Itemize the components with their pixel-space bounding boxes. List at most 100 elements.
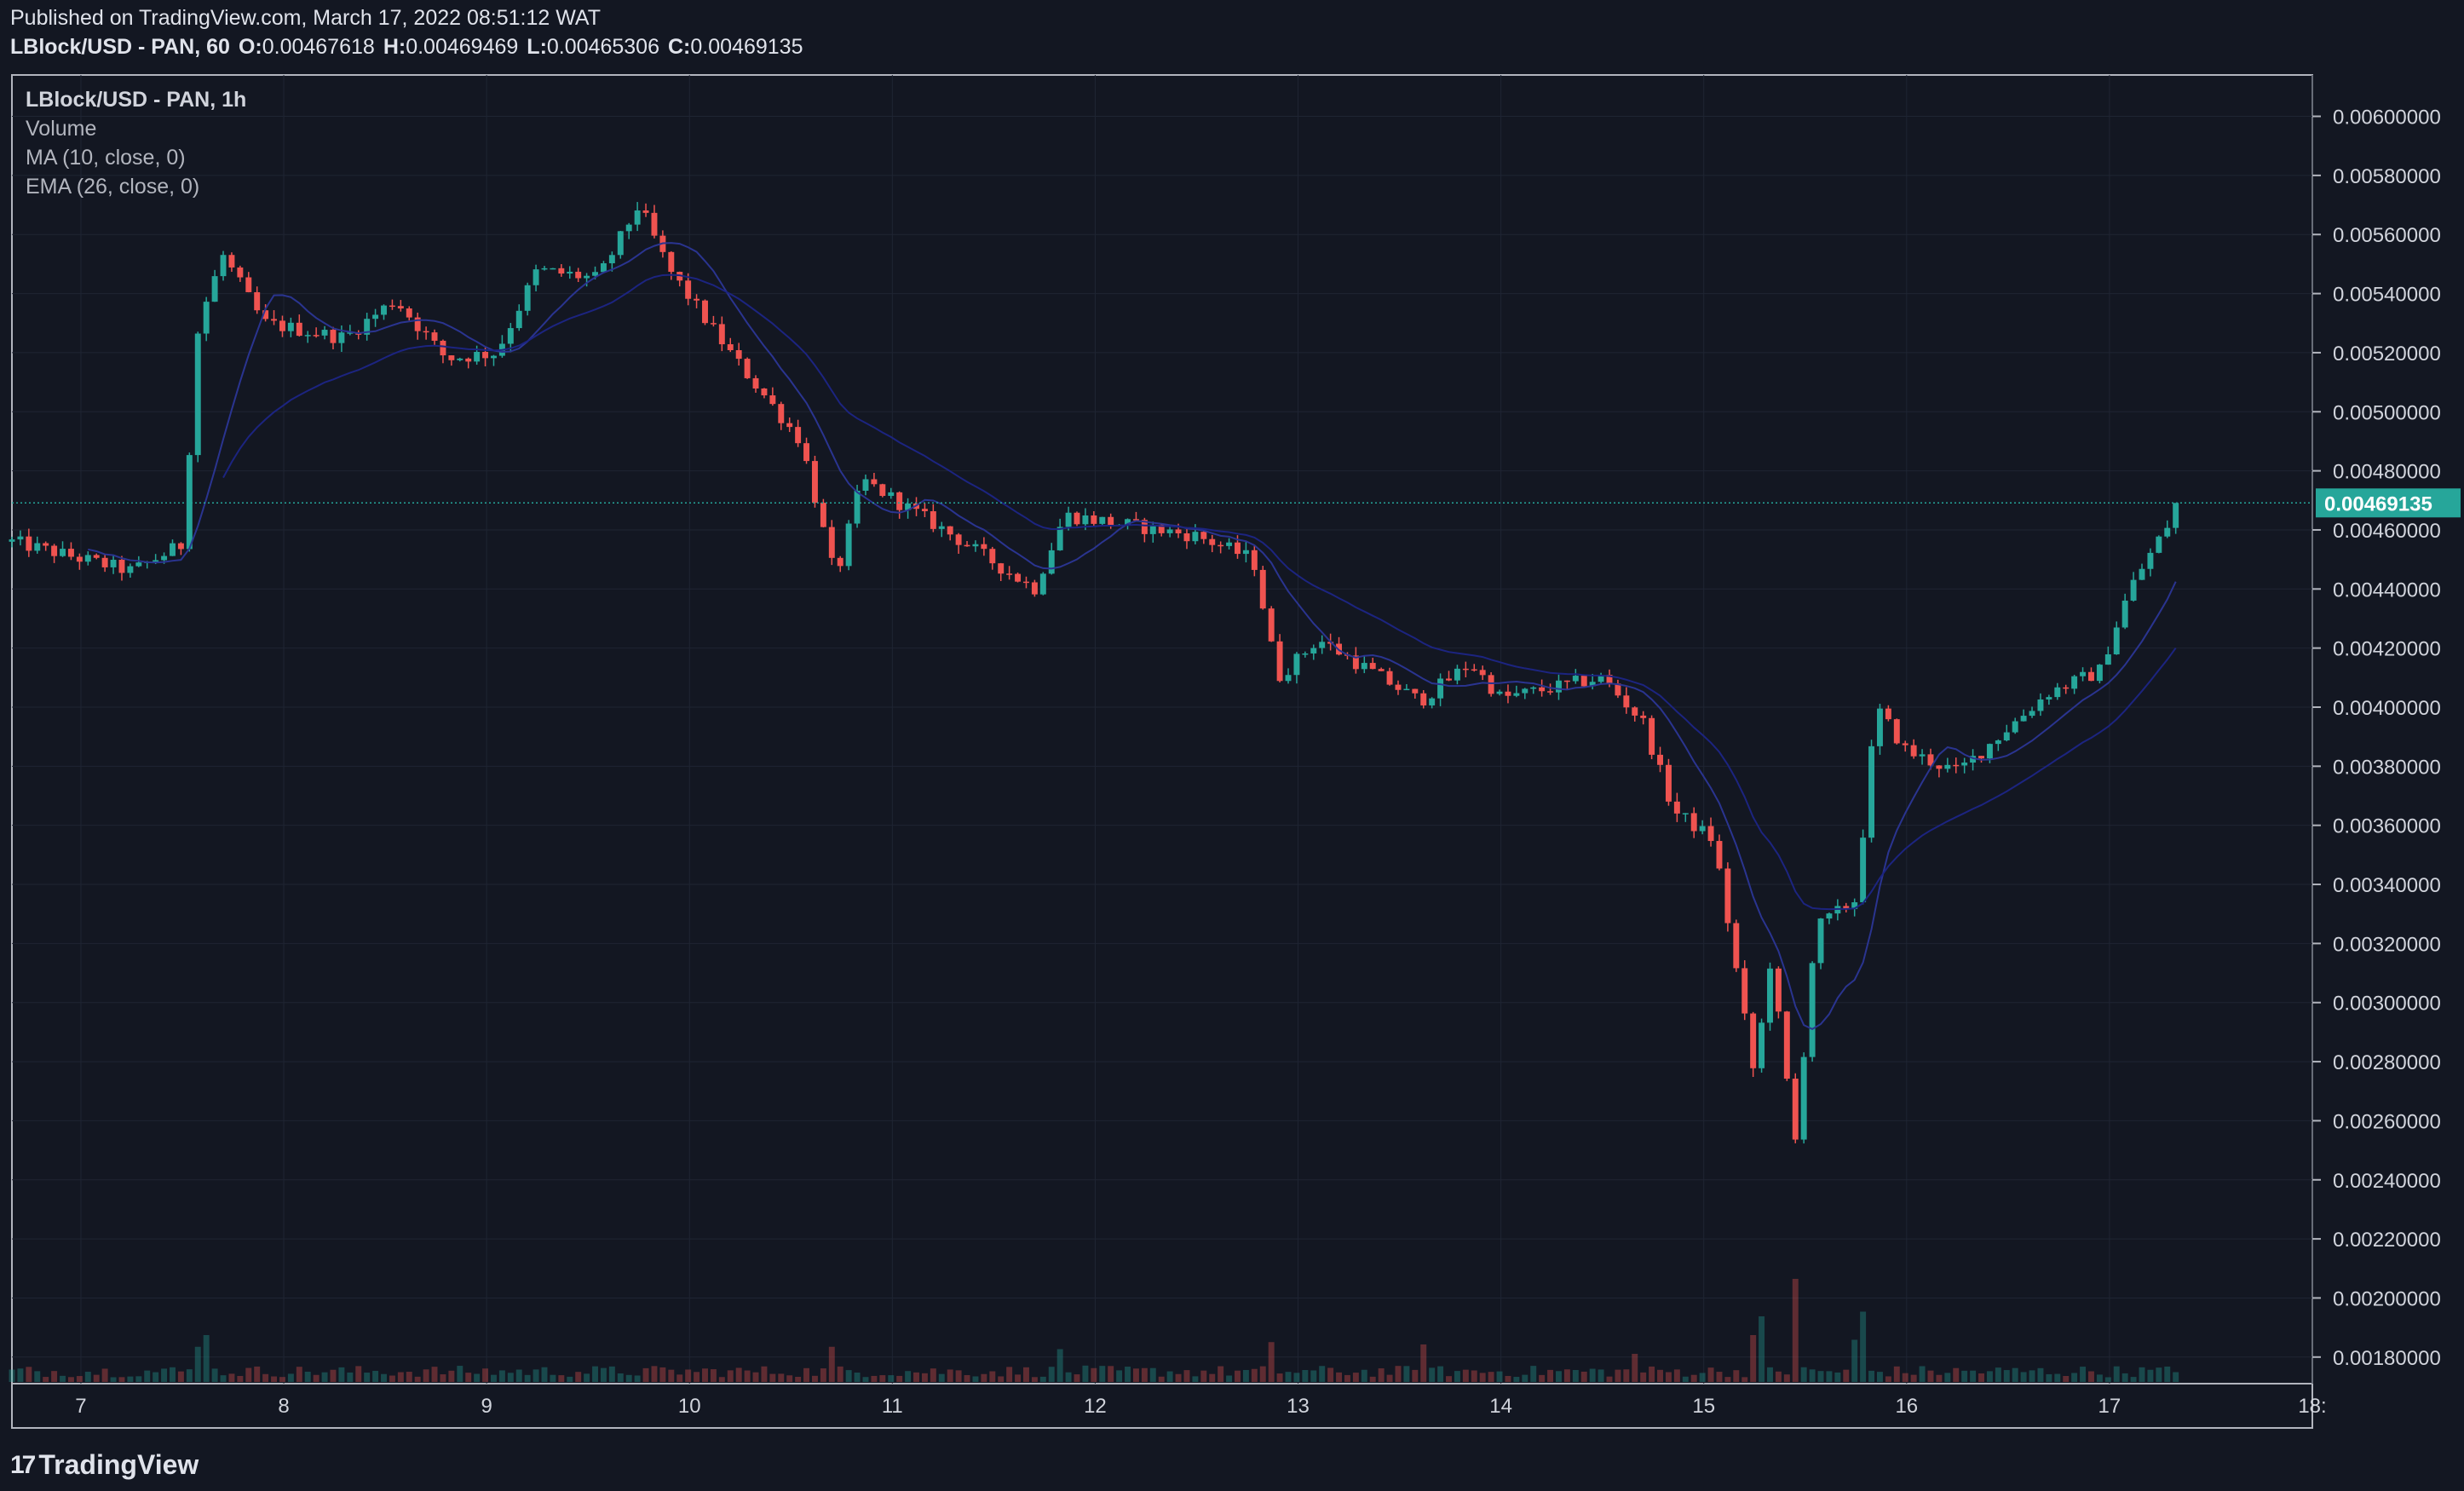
candle-body [1125, 519, 1131, 525]
candle-body [482, 352, 489, 359]
candle-body [76, 556, 83, 562]
candle-body [2012, 721, 2018, 733]
volume-bar [694, 1372, 700, 1382]
price-tick-label: 0.00240000 [2333, 1170, 2441, 1193]
volume-bar [524, 1374, 531, 1382]
candle-body [211, 276, 218, 302]
time-tick-label: 18: [2298, 1395, 2326, 1418]
volume-bar [1369, 1376, 1376, 1382]
volume-bar [2113, 1366, 2120, 1382]
candle-body [567, 271, 573, 274]
volume-bar [854, 1373, 861, 1382]
candle-body [228, 255, 235, 268]
volume-bar [153, 1372, 159, 1382]
candle-body [1800, 1056, 1807, 1140]
candle-body [668, 251, 675, 273]
candle-body [474, 352, 481, 362]
candle-body [1200, 532, 1207, 539]
volume-bar [1235, 1370, 1241, 1382]
candle-body [1682, 813, 1689, 815]
volume-bar [515, 1369, 522, 1382]
volume-bar [1707, 1367, 1714, 1382]
volume-bar [93, 1374, 100, 1382]
candle-body [837, 557, 843, 567]
volume-bar [279, 1377, 285, 1382]
volume-bar [1978, 1373, 1984, 1382]
volume-bar [1082, 1365, 1089, 1382]
candle-body [2046, 697, 2052, 699]
candle-body [406, 308, 412, 318]
candle-body [608, 255, 615, 264]
volume-bar [1175, 1373, 1182, 1382]
candle-body [1268, 608, 1275, 642]
candle-body [279, 320, 285, 331]
candle-body [2063, 687, 2070, 689]
volume-bar [1673, 1369, 1680, 1382]
candle-body [43, 543, 49, 546]
ohlc-line: LBlock/USD - PAN, 60 O:0.00467618 H:0.0046… [10, 32, 811, 61]
price-tick-label: 0.00340000 [2333, 874, 2441, 897]
candle-body [1513, 693, 1520, 696]
candle-body [1386, 671, 1393, 685]
volume-bar [321, 1372, 328, 1382]
volume-bar [1488, 1372, 1494, 1382]
volume-bar [1876, 1372, 1883, 1382]
volume-bar [676, 1374, 683, 1382]
volume-bar [1395, 1366, 1402, 1382]
legend-ema[interactable]: EMA (26, close, 0) [26, 175, 200, 199]
legend-volume[interactable]: Volume [26, 117, 97, 141]
volume-bar [1885, 1376, 1891, 1382]
candle-body [389, 305, 395, 308]
volume-bar [2088, 1371, 2094, 1382]
tradingview-brand[interactable]: 17 TradingView [10, 1449, 199, 1481]
volume-bar [1479, 1373, 1486, 1382]
volume-bar [1936, 1374, 1943, 1382]
candle-body [1792, 1079, 1799, 1140]
volume-bar [1649, 1366, 1655, 1382]
volume-bar [2139, 1367, 2145, 1382]
volume-bar [1420, 1344, 1427, 1382]
candle-body [67, 549, 74, 557]
candle-body [524, 285, 531, 311]
candle-body [1082, 515, 1089, 525]
price-tick-label: 0.00220000 [2333, 1229, 2441, 1252]
volume-bar [1902, 1373, 1908, 1382]
candle-body [541, 268, 548, 270]
candle-body [1479, 670, 1486, 676]
volume-bar [795, 1376, 802, 1382]
volume-bar [710, 1369, 717, 1382]
volume-bar [879, 1375, 886, 1382]
candle-body [845, 523, 852, 567]
candle-body [1006, 573, 1013, 575]
candle-body [592, 272, 598, 276]
candle-body [220, 255, 227, 277]
volume-bar [550, 1374, 556, 1382]
candlesticks [9, 202, 2179, 1144]
volume-bar [972, 1376, 979, 1382]
volume-bar [1429, 1367, 1436, 1382]
legend-ma[interactable]: MA (10, close, 0) [26, 146, 186, 170]
volume-bar [1200, 1370, 1207, 1382]
candle-body [1530, 687, 1537, 689]
volume-bar [2173, 1372, 2179, 1382]
volume-bar [1893, 1366, 1900, 1382]
candle-body [769, 395, 776, 405]
volume-bar [1285, 1372, 1292, 1382]
volume-bar [1513, 1377, 1520, 1382]
candle-body [972, 544, 979, 547]
volume-bar [541, 1367, 548, 1382]
volume-bar [34, 1371, 41, 1382]
candle-body [313, 335, 320, 337]
candle-body [998, 563, 1005, 574]
candle-body [507, 328, 514, 344]
volume-bar [786, 1375, 793, 1382]
legend-symbol: LBlock/USD - PAN, 1h [26, 88, 247, 112]
price-tick-label: 0.00380000 [2333, 756, 2441, 779]
candle-body [1657, 754, 1663, 765]
candle-body [642, 210, 649, 213]
volume-bar [2029, 1370, 2035, 1382]
candle-body [1775, 968, 1782, 1012]
volume-bar [567, 1376, 573, 1382]
time-tick-label: 15 [1692, 1395, 1715, 1418]
